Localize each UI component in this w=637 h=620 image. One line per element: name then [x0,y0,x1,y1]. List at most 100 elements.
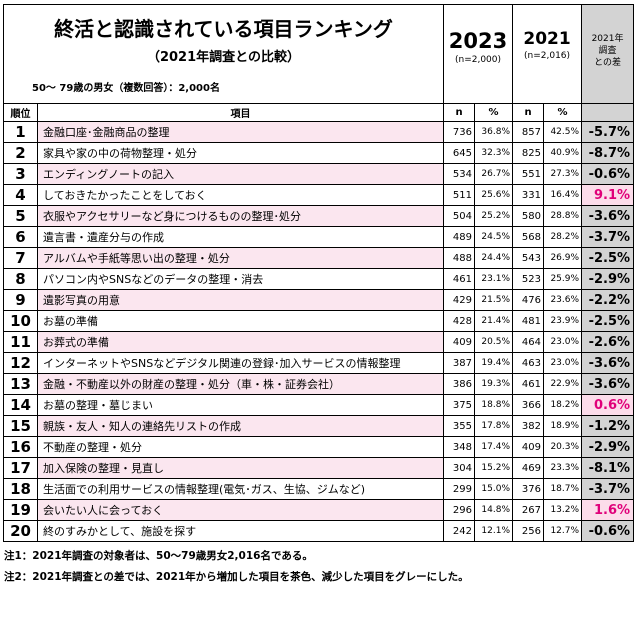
rank-cell: 12 [3,352,38,374]
table-row: 16 不動産の整理・処分 348 17.4% 409 20.3% -2.9% [3,436,635,458]
table-row: 14 お墓の整理・墓じまい 375 18.8% 366 18.2% 0.6% [3,394,635,416]
rank-cell: 10 [3,310,38,332]
n-2023-cell: 645 [443,142,475,164]
n-2023-cell: 296 [443,499,475,521]
note-2: 注2：2021年調査との差では、2021年から増加した項目を茶色、減少した項目を… [4,571,469,583]
item-cell: 会いたい人に会っておく [37,499,444,521]
pct-2023-cell: 17.8% [473,415,514,437]
n-2021-cell: 461 [512,373,545,395]
n-2023-cell: 242 [443,520,475,542]
n-2021-cell: 857 [512,121,545,143]
rank-cell: 3 [3,163,38,185]
n-2021-cell: 825 [512,142,545,164]
pct-2021-cell: 23.0% [543,352,583,374]
page-title: 終活と認識されている項目ランキング [54,17,393,41]
pct-2021-cell: 23.6% [543,289,583,311]
table-row: 10 お墓の準備 428 21.4% 481 23.9% -2.5% [3,310,635,332]
table-row: 17 加入保険の整理・見直し 304 15.2% 469 23.3% -8.1% [3,457,635,479]
table-row: 2 家具や家の中の荷物整理・処分 645 32.3% 825 40.9% -8.7% [3,142,635,164]
table-row: 9 遺影写真の用意 429 21.5% 476 23.6% -2.2% [3,289,635,311]
pct-2023-cell: 19.4% [473,352,514,374]
item-cell: 金融口座･金融商品の整理 [37,121,444,143]
rank-cell: 5 [3,205,38,227]
sample-description: 50～ 79歳の男女（複数回答）：2,000名 [32,83,220,94]
pct-2023-cell: 15.2% [473,457,514,479]
pct-2023-cell: 20.5% [473,331,514,353]
diff-cell: -1.2% [581,415,635,437]
ranking-sheet: 終活と認識されている項目ランキング （2021年調査との比較） 50～ 79歳の… [3,4,635,584]
rank-cell: 19 [3,499,38,521]
year-2023-label: 2023 [448,29,508,53]
rank-cell: 15 [3,415,38,437]
item-cell: 衣服やアクセサリーなど身につけるものの整理･処分 [37,205,444,227]
rank-cell: 13 [3,373,38,395]
n-2021-cell: 476 [512,289,545,311]
rank-cell: 16 [3,436,38,458]
n-2021-cell: 568 [512,226,545,248]
n-2021-cell: 464 [512,331,545,353]
ranking-table: 終活と認識されている項目ランキング （2021年調査との比較） 50～ 79歳の… [3,4,635,542]
n-2023-cell: 348 [443,436,475,458]
pct-2021-cell: 23.3% [543,457,583,479]
n-2021-cell: 331 [512,184,545,206]
n-2023-cell: 511 [443,184,475,206]
item-cell: インターネットやSNSなどデジタル関連の登録･加入サービスの情報整理 [37,352,444,374]
note-1: 注1：2021年調査の対象者は、50～79歳男女2,016名である。 [4,550,313,562]
n-2021-cell: 469 [512,457,545,479]
n-2023-cell: 461 [443,268,475,290]
table-row: 1 金融口座･金融商品の整理 736 36.8% 857 42.5% -5.7% [3,121,635,143]
diff-cell: -2.6% [581,331,635,353]
n-2023-cell: 489 [443,226,475,248]
diff-header: 2021年 調査 との差 [581,4,635,104]
diff-cell: -2.9% [581,268,635,290]
table-row: 3 エンディングノートの記入 534 26.7% 551 27.3% -0.6% [3,163,635,185]
pct-2023-cell: 14.8% [473,499,514,521]
diff-cell: -3.6% [581,352,635,374]
n-2023-cell: 355 [443,415,475,437]
year-2021-header: 2021 (n=2,016) [512,4,583,104]
n-2023-cell: 534 [443,163,475,185]
item-cell: お葬式の準備 [37,331,444,353]
diff-cell: 1.6% [581,499,635,521]
pct-2021-cell: 23.9% [543,310,583,332]
rank-cell: 14 [3,394,38,416]
col-diff [581,103,635,122]
pct-2021-cell: 28.2% [543,226,583,248]
diff-cell: -2.5% [581,310,635,332]
pct-2021-cell: 22.9% [543,373,583,395]
item-cell: 家具や家の中の荷物整理・処分 [37,142,444,164]
rank-cell: 18 [3,478,38,500]
n-2023-cell: 375 [443,394,475,416]
diff-header-line: 調査 [598,46,617,56]
n-2023-cell: 386 [443,373,475,395]
pct-2023-cell: 25.2% [473,205,514,227]
pct-2021-cell: 40.9% [543,142,583,164]
item-cell: 不動産の整理・処分 [37,436,444,458]
diff-cell: -8.1% [581,457,635,479]
n-2023-cell: 504 [443,205,475,227]
col-pct-2021: % [543,103,583,122]
pct-2021-cell: 12.7% [543,520,583,542]
pct-2023-cell: 18.8% [473,394,514,416]
diff-cell: -5.7% [581,121,635,143]
table-row: 19 会いたい人に会っておく 296 14.8% 267 13.2% 1.6% [3,499,635,521]
pct-2023-cell: 15.0% [473,478,514,500]
item-cell: 遺影写真の用意 [37,289,444,311]
item-cell: しておきたかったことをしておく [37,184,444,206]
diff-cell: 9.1% [581,184,635,206]
diff-cell: -3.7% [581,226,635,248]
table-row: 18 生活面での利用サービスの情報整理(電気･ガス、生協、ジムなど) 299 15.0… [3,478,635,500]
diff-cell: -0.6% [581,520,635,542]
year-2023-n: (n=2,000) [454,55,502,65]
pct-2023-cell: 24.4% [473,247,514,269]
table-row: 5 衣服やアクセサリーなど身につけるものの整理･処分 504 25.2% 580 28.8… [3,205,635,227]
title-cell: 終活と認識されている項目ランキング （2021年調査との比較） 50～ 79歳の… [3,4,444,104]
pct-2021-cell: 23.0% [543,331,583,353]
rank-cell: 1 [3,121,38,143]
n-2023-cell: 736 [443,121,475,143]
pct-2023-cell: 21.5% [473,289,514,311]
rank-cell: 4 [3,184,38,206]
pct-2023-cell: 21.4% [473,310,514,332]
item-cell: 遺言書・遺産分与の作成 [37,226,444,248]
pct-2021-cell: 16.4% [543,184,583,206]
